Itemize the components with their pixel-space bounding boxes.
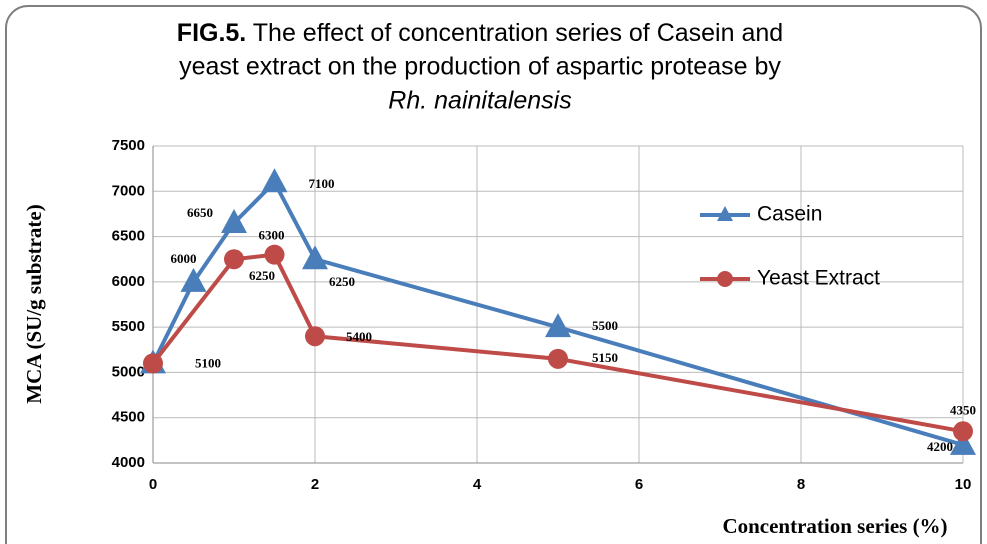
x-axis-title: Concentration series (%) <box>722 514 947 538</box>
data-point <box>305 326 325 347</box>
chart-frame <box>5 5 982 544</box>
data-label: 6250 <box>249 268 275 283</box>
y-tick-label: 7500 <box>112 137 145 154</box>
legend-marker <box>717 206 733 221</box>
x-tick-label: 8 <box>797 476 805 493</box>
data-label: 4350 <box>950 402 976 417</box>
x-tick-label: 10 <box>955 476 972 493</box>
data-point <box>261 168 288 193</box>
data-label: 5400 <box>346 329 372 344</box>
x-tick-label: 6 <box>635 476 643 493</box>
y-tick-label: 7000 <box>112 182 145 199</box>
data-label: 7100 <box>309 176 335 191</box>
legend-label: Yeast Extract <box>757 267 880 290</box>
data-point <box>224 249 244 270</box>
data-label: 6650 <box>187 205 213 220</box>
data-point <box>143 353 163 374</box>
y-axis-title: MCA (SU/g substrate) <box>22 204 46 404</box>
title-line: yeast extract on the production of aspar… <box>179 53 781 81</box>
data-label: 6000 <box>171 251 197 266</box>
y-tick-label: 4000 <box>112 454 145 471</box>
y-tick-label: 4500 <box>112 409 145 426</box>
data-point <box>545 313 571 338</box>
title-label: FIG.5. <box>177 19 246 47</box>
data-label: 6250 <box>329 274 355 289</box>
x-tick-label: 0 <box>149 476 157 493</box>
data-point <box>264 244 285 265</box>
x-tick-label: 4 <box>473 476 482 493</box>
title-line: The effect of concentration series of Ca… <box>253 19 783 47</box>
data-point <box>548 348 568 369</box>
y-tick-label: 5500 <box>112 318 145 335</box>
legend-marker <box>717 271 733 287</box>
y-tick-label: 6000 <box>112 273 145 290</box>
data-label: 5100 <box>195 355 221 370</box>
chart-title: FIG.5. The effect of concentration serie… <box>177 19 783 47</box>
data-point <box>180 267 207 292</box>
data-label: 5150 <box>592 350 618 365</box>
y-tick-label: 6500 <box>112 228 145 245</box>
series-line <box>151 252 964 434</box>
legend-label: Casein <box>757 203 822 226</box>
data-point <box>221 208 247 233</box>
data-point <box>950 430 976 455</box>
title-line: Rh. nainitalensis <box>388 87 571 115</box>
data-point <box>302 245 328 270</box>
data-point <box>953 421 973 442</box>
data-label: 5500 <box>592 318 618 333</box>
y-tick-label: 5000 <box>112 363 145 380</box>
x-tick-label: 2 <box>311 476 319 493</box>
data-label: 4200 <box>927 439 953 454</box>
data-label: 6300 <box>259 228 285 243</box>
